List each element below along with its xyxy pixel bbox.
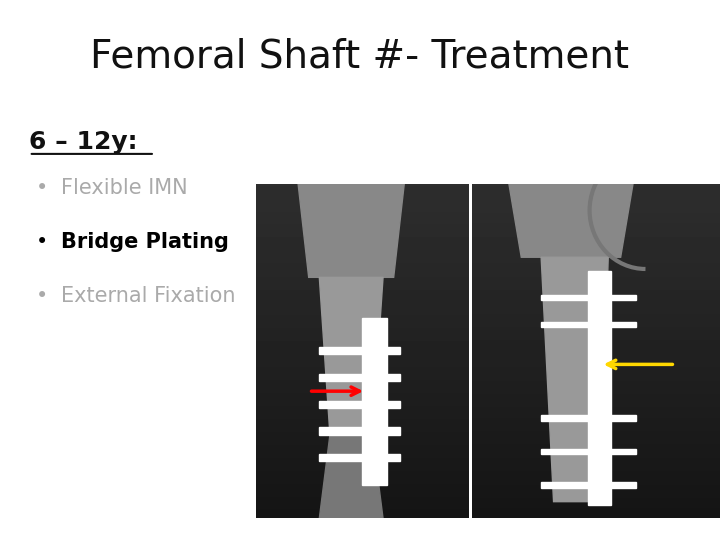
Text: 6 – 12y:: 6 – 12y:	[29, 130, 138, 153]
Text: •: •	[36, 178, 48, 198]
Text: Flexible IMN: Flexible IMN	[61, 178, 188, 198]
Text: Femoral Shaft #- Treatment: Femoral Shaft #- Treatment	[91, 38, 629, 76]
Text: •: •	[36, 232, 48, 252]
Text: •: •	[36, 286, 48, 306]
Text: External Fixation: External Fixation	[61, 286, 235, 306]
Text: Bridge Plating: Bridge Plating	[61, 232, 229, 252]
